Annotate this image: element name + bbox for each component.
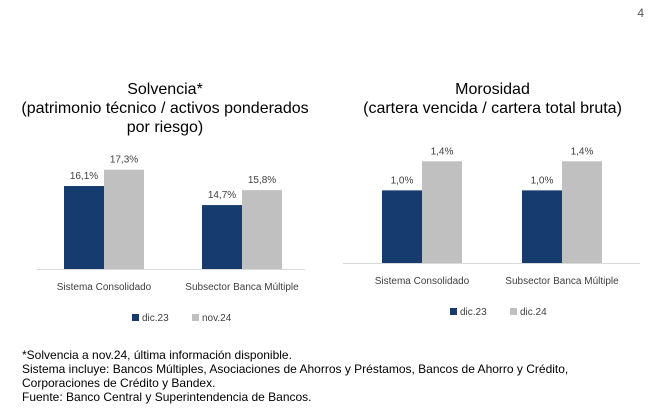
morosidad-data-label: 1,0% <box>391 175 414 186</box>
footnote-fuente: Fuente: Banco Central y Superintendencia… <box>22 390 312 404</box>
morosidad-data-label: 1,0% <box>531 175 554 186</box>
solvencia-legend-swatch-dic-23 <box>132 314 139 321</box>
morosidad-legend-label: dic.24 <box>520 307 547 318</box>
morosidad-data-label: 1,4% <box>431 146 454 157</box>
morosidad-legend-label: dic.23 <box>460 307 487 318</box>
solvencia-bar-nov-24-sistema-consolidado <box>104 169 144 269</box>
morosidad-bar-dic-24-sistema-consolidado <box>422 161 462 263</box>
morosidad-bar-dic-23-sistema-consolidado <box>382 190 422 263</box>
solvencia-title-line-2: (patrimonio técnico / activos ponderados <box>21 100 309 117</box>
solvencia-data-label: 17,3% <box>110 155 138 166</box>
morosidad-bar-dic-24-subsector-banca-m-ltiple <box>562 161 602 263</box>
morosidad-category-label: Subsector Banca Múltiple <box>505 276 619 287</box>
footnote-solvencia: *Solvencia a nov.24, última información … <box>22 348 292 362</box>
solvencia-data-label: 16,1% <box>70 171 98 182</box>
solvencia-title-line-3: por riesgo) <box>126 119 204 136</box>
solvencia-category-label: Sistema Consolidado <box>57 282 152 293</box>
solvencia-bar-dic-23-subsector-banca-m-ltiple <box>202 205 242 269</box>
solvencia-category-label: Subsector Banca Múltiple <box>185 282 299 293</box>
footnote-sistema: Sistema incluye: Bancos Múltiples, Asoci… <box>22 362 569 376</box>
morosidad-legend-swatch-dic-24 <box>510 308 517 315</box>
solvencia-data-label: 14,7% <box>208 190 236 201</box>
solvencia-title-line-1: Solvencia* <box>127 81 203 98</box>
morosidad-data-label: 1,4% <box>571 146 594 157</box>
morosidad-chart-title: Morosidad (cartera vencida / cartera tot… <box>345 80 640 118</box>
solvencia-chart-title: Solvencia* (patrimonio técnico / activos… <box>20 80 310 137</box>
morosidad-legend-swatch-dic-23 <box>450 308 457 315</box>
solvencia-data-label: 15,8% <box>248 175 276 186</box>
morosidad-title-line-1: Morosidad <box>455 81 530 98</box>
morosidad-category-label: Sistema Consolidado <box>375 276 470 287</box>
morosidad-title-line-2: (cartera vencida / cartera total bruta) <box>363 100 622 117</box>
solvencia-bar-nov-24-subsector-banca-m-ltiple <box>242 190 282 269</box>
morosidad-bar-dic-23-subsector-banca-m-ltiple <box>522 190 562 263</box>
page-number: 4 <box>637 6 644 20</box>
solvencia-legend-swatch-nov-24 <box>192 314 199 321</box>
footnotes: *Solvencia a nov.24, última información … <box>22 348 647 404</box>
solvencia-legend-label: nov.24 <box>202 313 232 324</box>
solvencia-bar-dic-23-sistema-consolidado <box>64 186 104 269</box>
solvencia-legend-label: dic.23 <box>142 313 169 324</box>
footnote-sistema-cont: Corporaciones de Crédito y Bandex. <box>22 376 216 390</box>
